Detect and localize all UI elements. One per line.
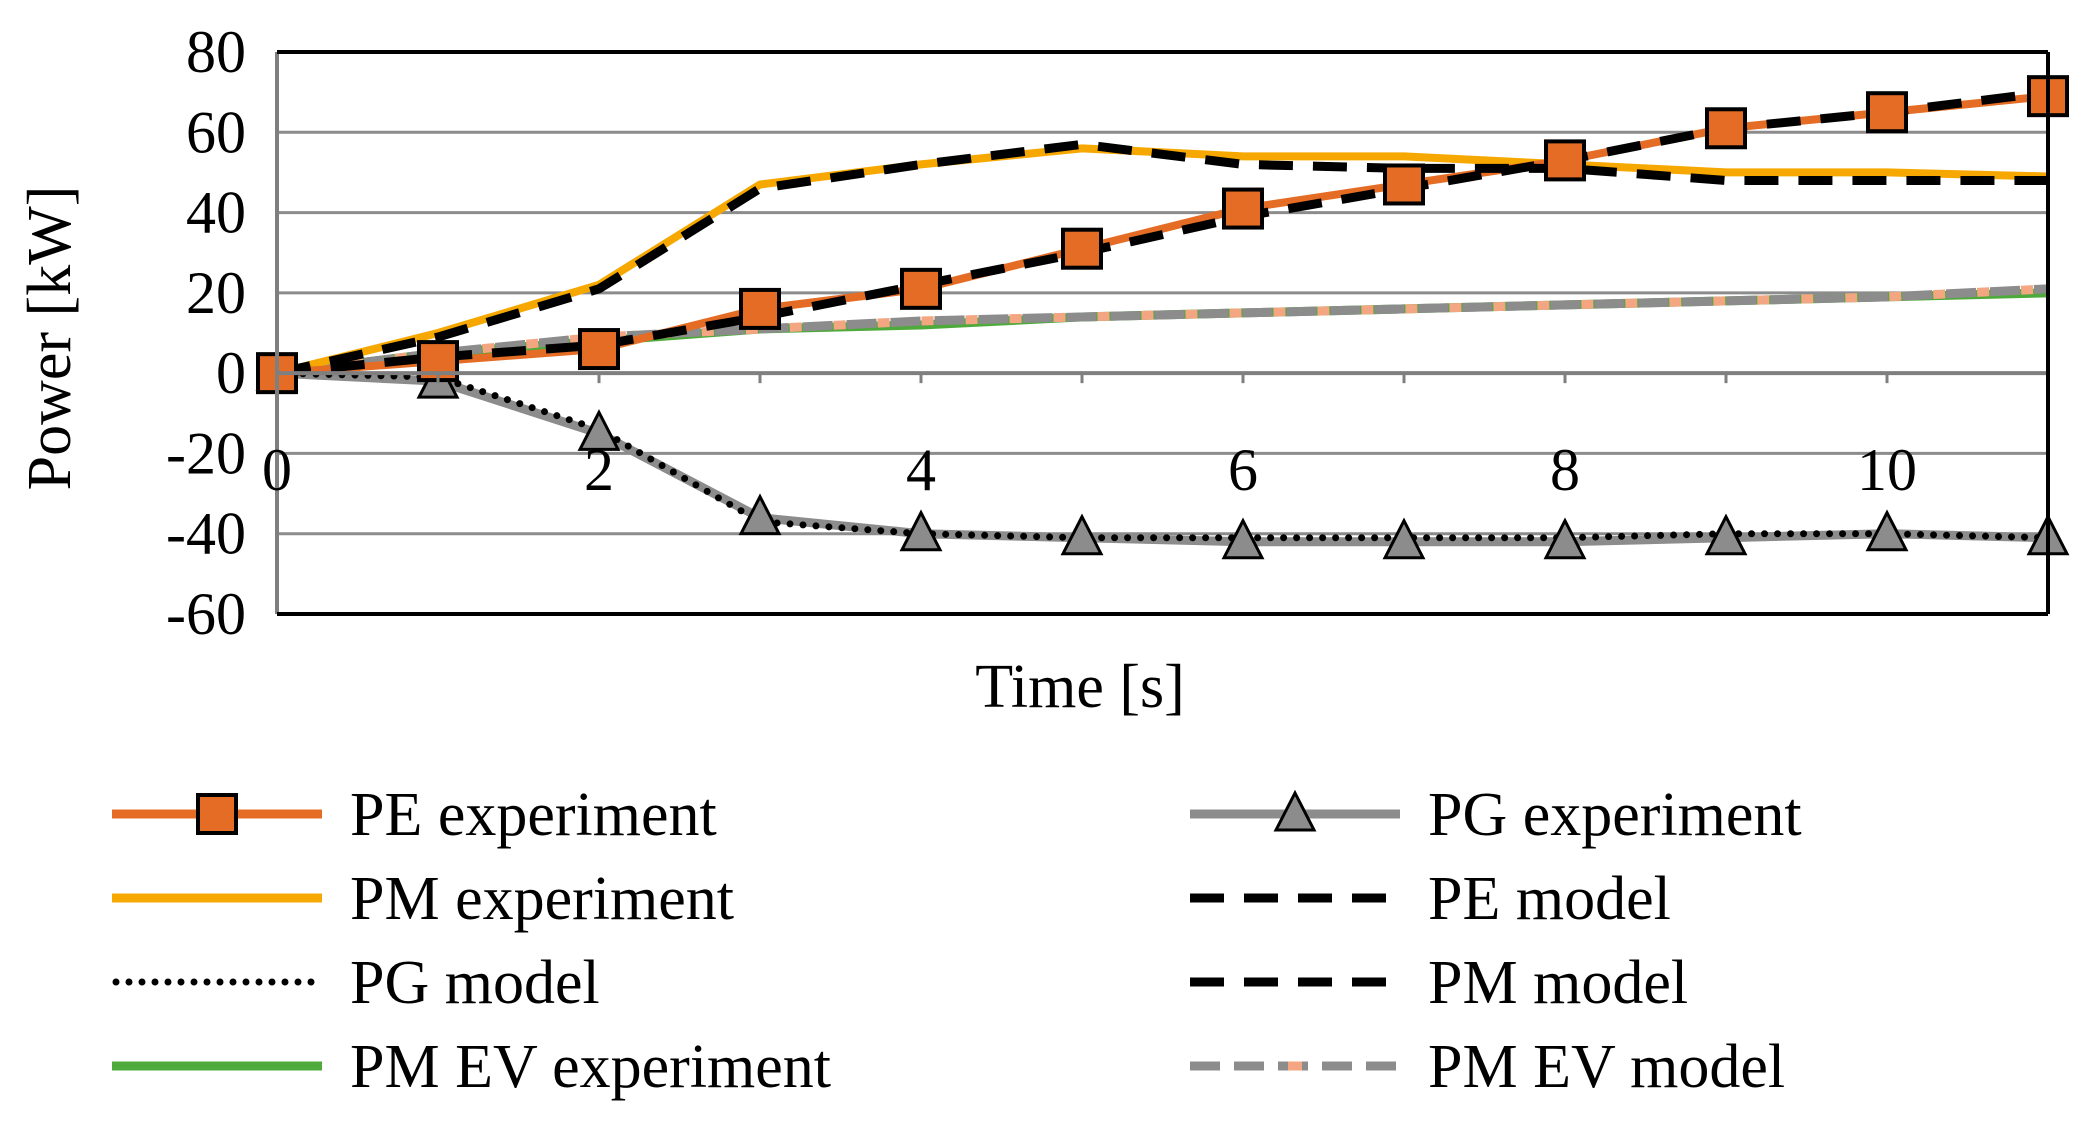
data-point-triangle: [1273, 789, 1317, 832]
grid-lines: [277, 50, 2048, 616]
data-point-square: [578, 328, 620, 371]
legend-item-pm-ev-model: PM EV model: [1190, 1033, 1785, 1101]
data-point-square: [1866, 91, 1908, 134]
axes: [275, 50, 2050, 616]
series-line-pm-ev-model-accent: [276, 284, 2049, 378]
x-tick-label: 4: [906, 437, 936, 503]
data-point-triangle: [1865, 509, 1909, 552]
data-point-square: [1544, 139, 1586, 182]
y-tick-labels: 80 60 40 20 0 -20 -40 -60: [166, 19, 246, 647]
y-tick-label: 80: [186, 19, 246, 85]
data-point-triangle: [738, 493, 782, 536]
series-line-pm-model: [276, 139, 2048, 378]
series-line-pg-exp: [276, 368, 2049, 547]
x-tick-label: 10: [1857, 437, 1917, 503]
y-axis-title: Power [kW]: [16, 186, 84, 491]
y-tick-label: 40: [186, 180, 246, 246]
series-line-pg-model: [273, 369, 2052, 542]
y-tick-label: -60: [166, 581, 246, 647]
legend-item-pe-model: PE model: [1190, 865, 1671, 933]
legend-swatch-pe-exp: [112, 793, 322, 835]
legend-label-pe-exp: PE experiment: [350, 781, 717, 849]
data-point-triangle: [1704, 513, 1748, 556]
data-point-square: [196, 793, 238, 835]
series-layer: [273, 87, 2052, 547]
y-tick-label: -20: [166, 420, 246, 486]
legend-label-pm-model: PM model: [1428, 949, 1688, 1017]
x-axis-title: Time [s]: [975, 653, 1185, 721]
legend-item-pg-exp: PG experiment: [1190, 781, 1802, 849]
legend-label-pe-model: PE model: [1428, 865, 1671, 933]
data-point-triangle: [1543, 517, 1587, 560]
data-point-triangle: [1060, 513, 1104, 556]
legend-label-pg-exp: PG experiment: [1428, 781, 1802, 849]
data-point-triangle: [577, 409, 621, 451]
x-tick-label: 0: [262, 437, 292, 503]
data-point-triangle: [1382, 517, 1426, 560]
data-point-square: [1061, 227, 1103, 270]
legend-item-pm-ev-exp: PM EV experiment: [112, 1033, 831, 1101]
data-point-square: [739, 287, 781, 330]
data-point-triangle: [899, 509, 943, 552]
data-point-square: [1222, 187, 1264, 230]
legend-label-pm-exp: PM experiment: [350, 865, 734, 933]
legend: PE experiment PG experiment PM experiment P…: [112, 781, 1802, 1101]
data-point-square: [1383, 163, 1425, 206]
y-tick-label: 20: [186, 260, 246, 326]
legend-label-pm-ev-model: PM EV model: [1428, 1033, 1785, 1101]
legend-swatch-pg-exp: [1190, 789, 1400, 832]
data-point-square: [900, 267, 942, 310]
legend-item-pm-exp: PM experiment: [112, 865, 734, 933]
data-point-square: [1705, 107, 1747, 150]
x-tick-label: 6: [1228, 437, 1258, 503]
legend-label-pg-model: PG model: [350, 949, 600, 1017]
y-tick-label: 0: [216, 340, 246, 406]
y-tick-label: -40: [166, 501, 246, 567]
legend-item-pg-model: PG model: [112, 949, 600, 1017]
data-point-triangle: [1221, 517, 1265, 560]
legend-item-pe-exp: PE experiment: [112, 781, 717, 849]
x-tick-label: 8: [1550, 437, 1580, 503]
series-line-pe-model: [276, 87, 2049, 378]
legend-label-pm-ev-exp: PM EV experiment: [350, 1033, 831, 1101]
series-line-pm-ev-model: [276, 284, 2049, 378]
x-tick-labels: 0 2 4 6 8 10: [262, 437, 1917, 503]
x-tick-label: 2: [584, 437, 614, 503]
legend-item-pm-model: PM model: [1190, 949, 1688, 1017]
y-tick-label: 60: [186, 99, 246, 165]
